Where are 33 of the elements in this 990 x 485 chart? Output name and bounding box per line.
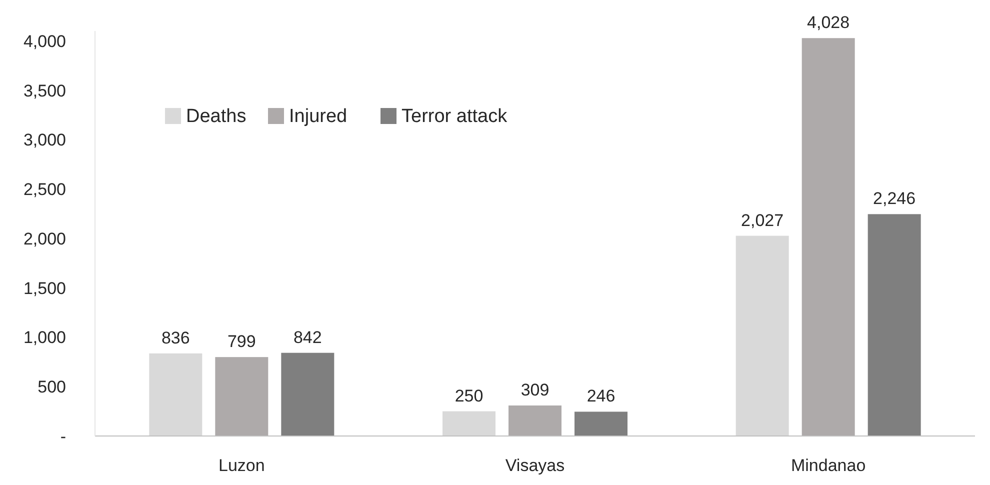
data-label: 2,246 (873, 189, 916, 208)
y-tick-label: 4,000 (23, 32, 66, 51)
x-tick-label: Mindanao (790, 456, 866, 475)
legend-label: Terror attack (402, 106, 508, 127)
bar (149, 353, 202, 436)
data-label: 4,028 (807, 13, 850, 32)
data-label: 2,027 (741, 210, 784, 230)
data-label: 836 (161, 328, 190, 348)
y-tick-label: 2,500 (23, 180, 66, 200)
bar (868, 214, 921, 436)
bar (736, 236, 789, 436)
y-tick-label: 2,000 (23, 229, 66, 248)
data-label: 842 (293, 328, 322, 347)
y-tick-label: 1,000 (23, 328, 66, 348)
legend-label: Deaths (186, 106, 246, 127)
data-label: 309 (520, 380, 550, 400)
x-tick-label: Visayas (505, 456, 565, 475)
bar (215, 357, 268, 436)
bar (574, 412, 628, 436)
x-tick-label: Luzon (218, 456, 265, 475)
y-tick-label: 1,500 (23, 278, 66, 298)
bar (508, 405, 562, 436)
y-tick-label: - (60, 427, 66, 446)
y-tick-label: 3,500 (23, 81, 66, 100)
bar (802, 38, 855, 436)
data-label: 246 (586, 386, 616, 406)
data-label: 250 (454, 386, 484, 406)
bar (281, 352, 334, 436)
y-tick-label: 3,000 (23, 130, 66, 150)
data-label: 799 (227, 332, 256, 352)
bar (442, 411, 496, 436)
legend-label: Injured (289, 106, 348, 127)
y-tick-label: 500 (38, 378, 66, 397)
